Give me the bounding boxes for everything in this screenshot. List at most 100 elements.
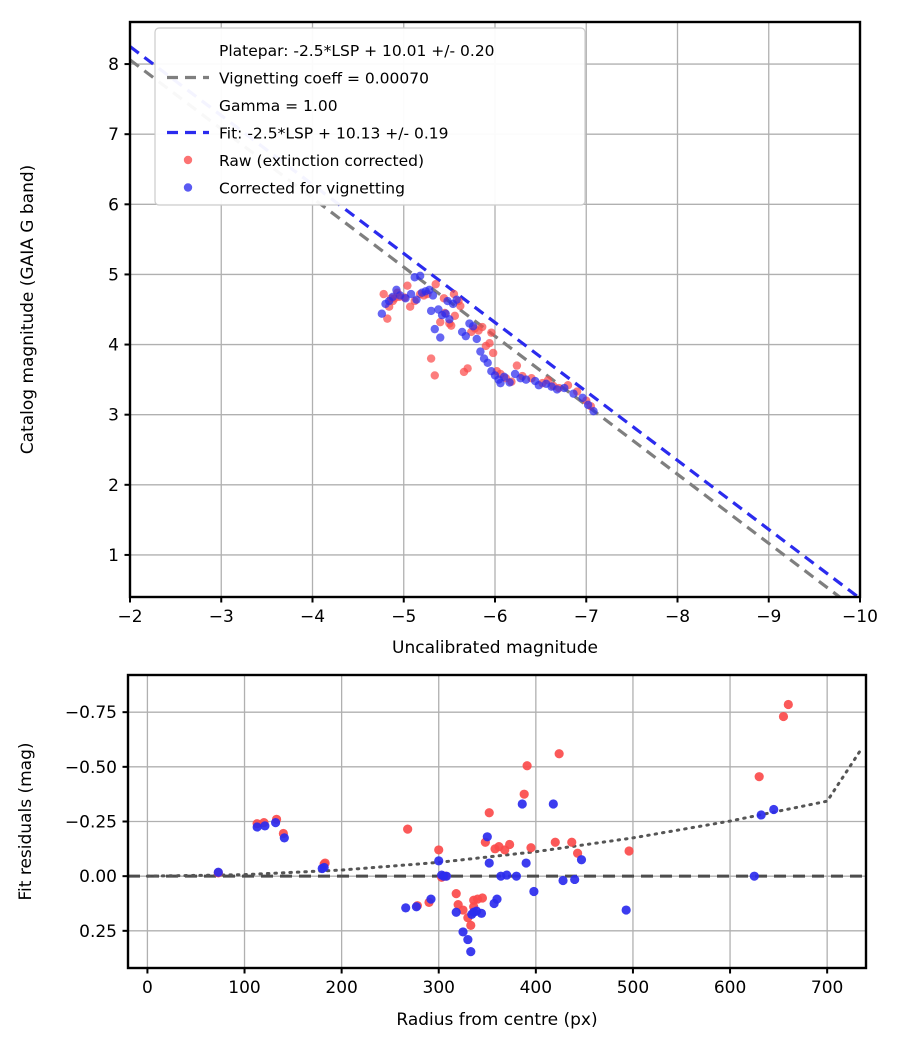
data-layer — [128, 699, 866, 957]
vignetting-curve — [145, 747, 863, 878]
data-point — [499, 372, 509, 382]
data-point — [517, 799, 527, 809]
data-point — [569, 389, 578, 398]
data-point — [252, 822, 262, 832]
series-corrected — [213, 799, 779, 957]
data-point — [467, 909, 477, 920]
xtick-label: −7 — [574, 607, 599, 627]
legend-entry-label: Fit: -2.5*LSP + 10.13 +/- 0.19 — [219, 125, 449, 143]
data-point — [756, 810, 766, 820]
xtick-label: 500 — [617, 978, 649, 998]
data-point — [213, 867, 223, 877]
data-point — [476, 347, 485, 356]
data-point — [478, 322, 487, 332]
data-point — [484, 808, 494, 818]
data-point — [505, 378, 514, 387]
data-point — [502, 870, 512, 880]
data-point — [554, 749, 564, 759]
data-point — [279, 833, 289, 843]
xtick-label: −5 — [391, 607, 416, 627]
xtick-label: 700 — [811, 978, 843, 998]
tick-layer: −2 −3 −4 −5 −6 −7 −8 −9 −10 1 2 3 4 5 6 7 8 — [108, 55, 878, 627]
data-point — [447, 321, 456, 330]
data-point — [463, 364, 472, 373]
data-point — [434, 845, 444, 855]
legend: Platepar: -2.5*LSP + 10.01 +/- 0.20 Vigne… — [154, 27, 586, 206]
data-point — [411, 902, 422, 912]
data-point — [778, 711, 789, 722]
data-point — [511, 871, 522, 881]
data-point — [521, 858, 531, 868]
xtick-label: −10 — [842, 607, 878, 627]
ytick-label: −0.25 — [65, 813, 117, 833]
data-point — [452, 295, 461, 304]
data-point — [522, 761, 532, 771]
legend-dot-marker — [183, 155, 193, 165]
data-point — [406, 289, 416, 299]
legend-box — [154, 27, 586, 206]
legend-entry-label: Raw (extinction corrected) — [219, 152, 424, 170]
data-point — [583, 400, 593, 410]
data-point — [381, 299, 390, 309]
data-point — [426, 306, 436, 316]
data-point — [377, 309, 387, 318]
data-point — [434, 856, 444, 866]
ytick-label: 3 — [108, 406, 119, 426]
data-point — [401, 903, 411, 913]
xtick-label: −3 — [209, 607, 234, 627]
data-point — [783, 699, 793, 710]
data-point — [488, 348, 498, 358]
data-point — [567, 837, 577, 847]
ytick-label: 5 — [108, 265, 119, 285]
x-axis-label: Uncalibrated magnitude — [392, 638, 598, 658]
data-point — [550, 837, 560, 847]
data-point — [451, 889, 461, 899]
data-point — [428, 291, 438, 300]
data-point — [379, 289, 388, 299]
data-point — [496, 378, 505, 388]
data-point — [403, 281, 412, 290]
data-point — [472, 334, 481, 344]
data-point — [570, 874, 580, 885]
xtick-label: 400 — [520, 978, 552, 998]
xtick-label: −6 — [482, 607, 507, 627]
data-point — [436, 317, 445, 327]
data-point — [749, 871, 759, 881]
ytick-label: 0.00 — [79, 867, 117, 887]
data-point — [426, 354, 436, 363]
data-point — [483, 358, 492, 367]
data-point — [487, 328, 496, 337]
data-point — [436, 333, 445, 342]
data-point — [445, 315, 454, 324]
data-point — [430, 324, 439, 334]
xtick-label: −2 — [117, 607, 142, 627]
ytick-label: 0.25 — [79, 922, 117, 942]
xtick-label: 0 — [142, 978, 153, 998]
x-axis-label: Radius from centre (px) — [396, 1010, 597, 1030]
data-point — [441, 871, 452, 881]
legend-entry-label: Vignetting coeff = 0.00070 — [219, 70, 429, 88]
data-point — [534, 381, 543, 390]
xtick-label: −9 — [756, 607, 781, 627]
data-point — [589, 406, 598, 416]
data-point — [319, 862, 329, 873]
xtick-label: 200 — [325, 978, 357, 998]
data-point — [624, 846, 634, 856]
data-point — [754, 772, 764, 782]
ytick-label: 6 — [108, 195, 119, 215]
data-point — [415, 271, 425, 281]
data-point — [463, 934, 473, 945]
ytick-label: −0.50 — [65, 758, 117, 778]
ytick-label: −0.75 — [65, 703, 117, 723]
data-point — [469, 895, 479, 905]
legend-entry-label: Corrected for vignetting — [219, 180, 405, 198]
ytick-label: 2 — [108, 476, 119, 496]
data-point — [576, 855, 587, 865]
data-point — [403, 824, 413, 834]
data-point — [482, 832, 492, 842]
data-point — [512, 361, 522, 370]
data-point — [430, 371, 439, 380]
series-corrected — [377, 271, 598, 416]
data-point — [383, 314, 392, 323]
